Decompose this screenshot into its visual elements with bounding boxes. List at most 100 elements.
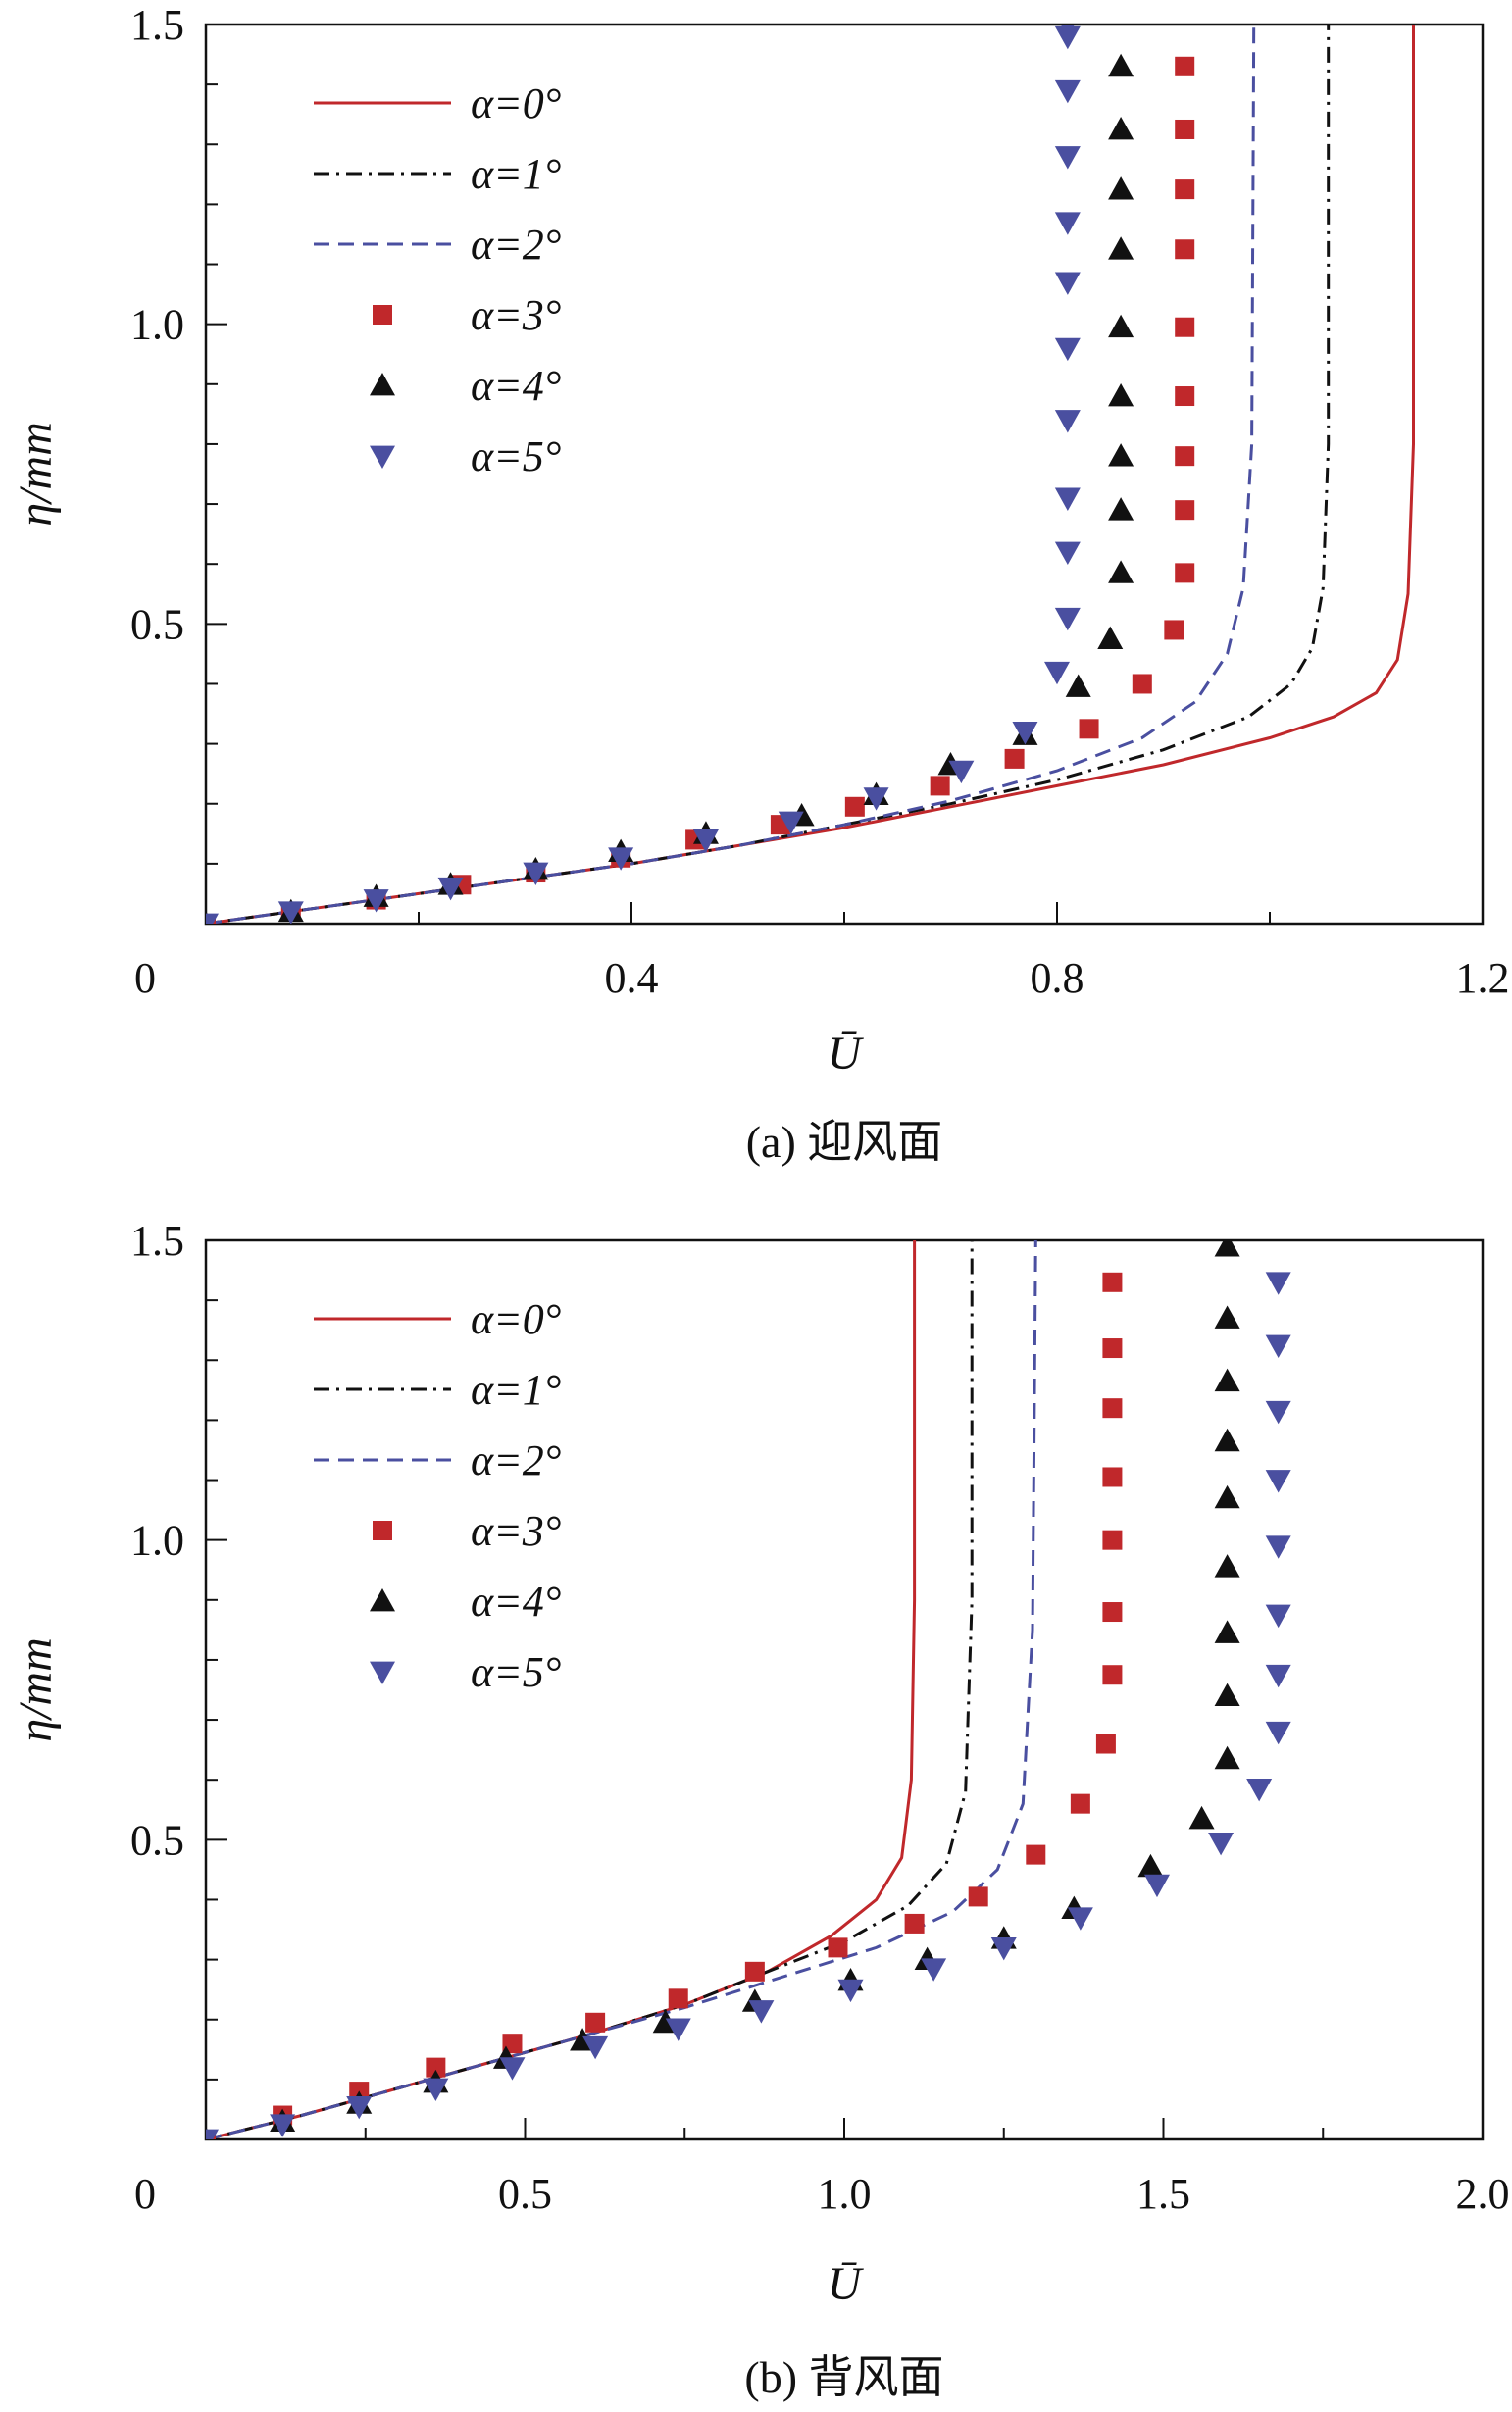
data-point xyxy=(1108,383,1134,407)
data-point xyxy=(1265,1721,1291,1745)
data-point xyxy=(582,2035,609,2060)
data-point xyxy=(1164,620,1184,640)
data-point xyxy=(1137,1853,1164,1878)
legend-label: α=1° xyxy=(471,1366,561,1414)
legend-label: α=0° xyxy=(471,1295,561,1343)
chart-a: 0.5 1.0 1.5 0 0.4 0.8 1.2 α=0° α=1° α=2° α=3° α=4°… xyxy=(10,0,1510,1167)
data-point xyxy=(523,862,549,886)
data-point xyxy=(277,901,304,924)
data-point xyxy=(1097,626,1124,650)
legend-label: α=0° xyxy=(471,79,561,127)
data-point xyxy=(1214,1305,1240,1329)
data-point xyxy=(1214,1620,1240,1643)
x-tick-label: 2.0 xyxy=(1456,2170,1510,2218)
data-point xyxy=(692,829,719,853)
series-line xyxy=(206,1240,1037,2139)
series-line xyxy=(206,25,1256,924)
legend-label: α=2° xyxy=(471,221,561,269)
data-point xyxy=(1265,1400,1291,1425)
data-point xyxy=(363,889,389,913)
legend-label: α=3° xyxy=(471,1507,561,1555)
legend-marker xyxy=(370,1661,395,1684)
data-point xyxy=(1175,386,1195,407)
data-point xyxy=(1214,1554,1240,1578)
data-point xyxy=(1012,721,1038,745)
data-point xyxy=(1054,541,1081,565)
y-tick-label: 1.5 xyxy=(130,1217,184,1265)
x-tick-label: 1.5 xyxy=(1136,2170,1190,2218)
data-point xyxy=(1175,239,1195,260)
legend-b: α=0° α=1° α=2° α=3° α=4° α=5° xyxy=(314,1295,561,1696)
data-point xyxy=(1175,563,1195,583)
data-point xyxy=(1054,146,1081,170)
legend-label: α=4° xyxy=(471,362,561,410)
legend-marker xyxy=(370,373,395,396)
data-point xyxy=(904,1913,925,1934)
y-tick-label: 1.0 xyxy=(130,1517,184,1565)
series-line xyxy=(206,1240,974,2139)
legend-marker xyxy=(373,305,392,325)
legend-label: α=4° xyxy=(471,1578,561,1626)
x-tick-label: 0 xyxy=(134,954,156,1002)
y-axis-title-b: η/mm xyxy=(10,1637,62,1741)
data-point xyxy=(1214,1484,1240,1509)
data-point xyxy=(1265,1470,1291,1493)
data-point xyxy=(1108,53,1134,77)
x-tick-label: 0 xyxy=(134,2170,156,2218)
data-point xyxy=(668,1988,688,2009)
data-point xyxy=(1214,1428,1240,1452)
data-point xyxy=(206,913,219,924)
data-point xyxy=(437,877,464,901)
data-point xyxy=(270,2114,296,2137)
data-point xyxy=(1102,1272,1123,1292)
data-point xyxy=(1102,1530,1123,1550)
x-axis-title-a: Ū xyxy=(828,1028,865,1080)
data-point xyxy=(1246,1778,1273,1802)
data-point xyxy=(828,1937,848,1958)
x-tick-label: 0.4 xyxy=(605,954,659,1002)
data-point xyxy=(1188,1805,1215,1830)
data-point xyxy=(1095,1734,1116,1754)
y-tick-label: 1.5 xyxy=(130,1,184,49)
data-point xyxy=(1102,1665,1123,1685)
data-point xyxy=(1175,56,1195,76)
data-point xyxy=(1108,0,1134,23)
data-point xyxy=(1175,500,1195,521)
y-axis-title-a: η/mm xyxy=(10,422,62,526)
data-point xyxy=(1265,1664,1291,1688)
legend-label: α=2° xyxy=(471,1436,561,1484)
data-point xyxy=(863,787,889,811)
data-point xyxy=(1070,1793,1090,1814)
data-point xyxy=(1208,1832,1235,1856)
data-point xyxy=(1102,1398,1123,1419)
data-point xyxy=(1054,272,1081,295)
data-point xyxy=(206,2129,219,2139)
data-point xyxy=(1265,1535,1291,1559)
data-point xyxy=(499,2057,526,2081)
x-tick-label: 0.8 xyxy=(1031,954,1084,1002)
data-point xyxy=(1004,748,1025,769)
series-line xyxy=(206,25,1415,924)
data-point xyxy=(837,1979,864,2003)
data-point xyxy=(778,811,804,835)
legend-label: α=3° xyxy=(471,291,561,339)
data-point xyxy=(1108,497,1134,521)
data-point xyxy=(1175,179,1195,200)
data-point xyxy=(665,2018,691,2041)
y-tick-label: 0.5 xyxy=(130,600,184,648)
data-point xyxy=(1060,25,1076,37)
data-point xyxy=(1108,443,1134,467)
chart-b: 0.51.01.50 0.5 1.0 1.5 2.0 α=0°α=1°α=2°α=3°α… xyxy=(10,1217,1510,2402)
x-axis-title-b: Ū xyxy=(828,2258,865,2310)
data-point xyxy=(1044,661,1070,685)
data-point xyxy=(1108,116,1134,140)
data-point xyxy=(1108,236,1134,260)
data-point xyxy=(930,776,950,796)
data-point xyxy=(921,1958,947,1982)
data-point xyxy=(748,2000,775,2024)
data-point xyxy=(1143,1874,1170,1898)
data-point xyxy=(346,2095,373,2120)
data-point xyxy=(1054,79,1081,104)
legend-marker xyxy=(373,1521,392,1540)
